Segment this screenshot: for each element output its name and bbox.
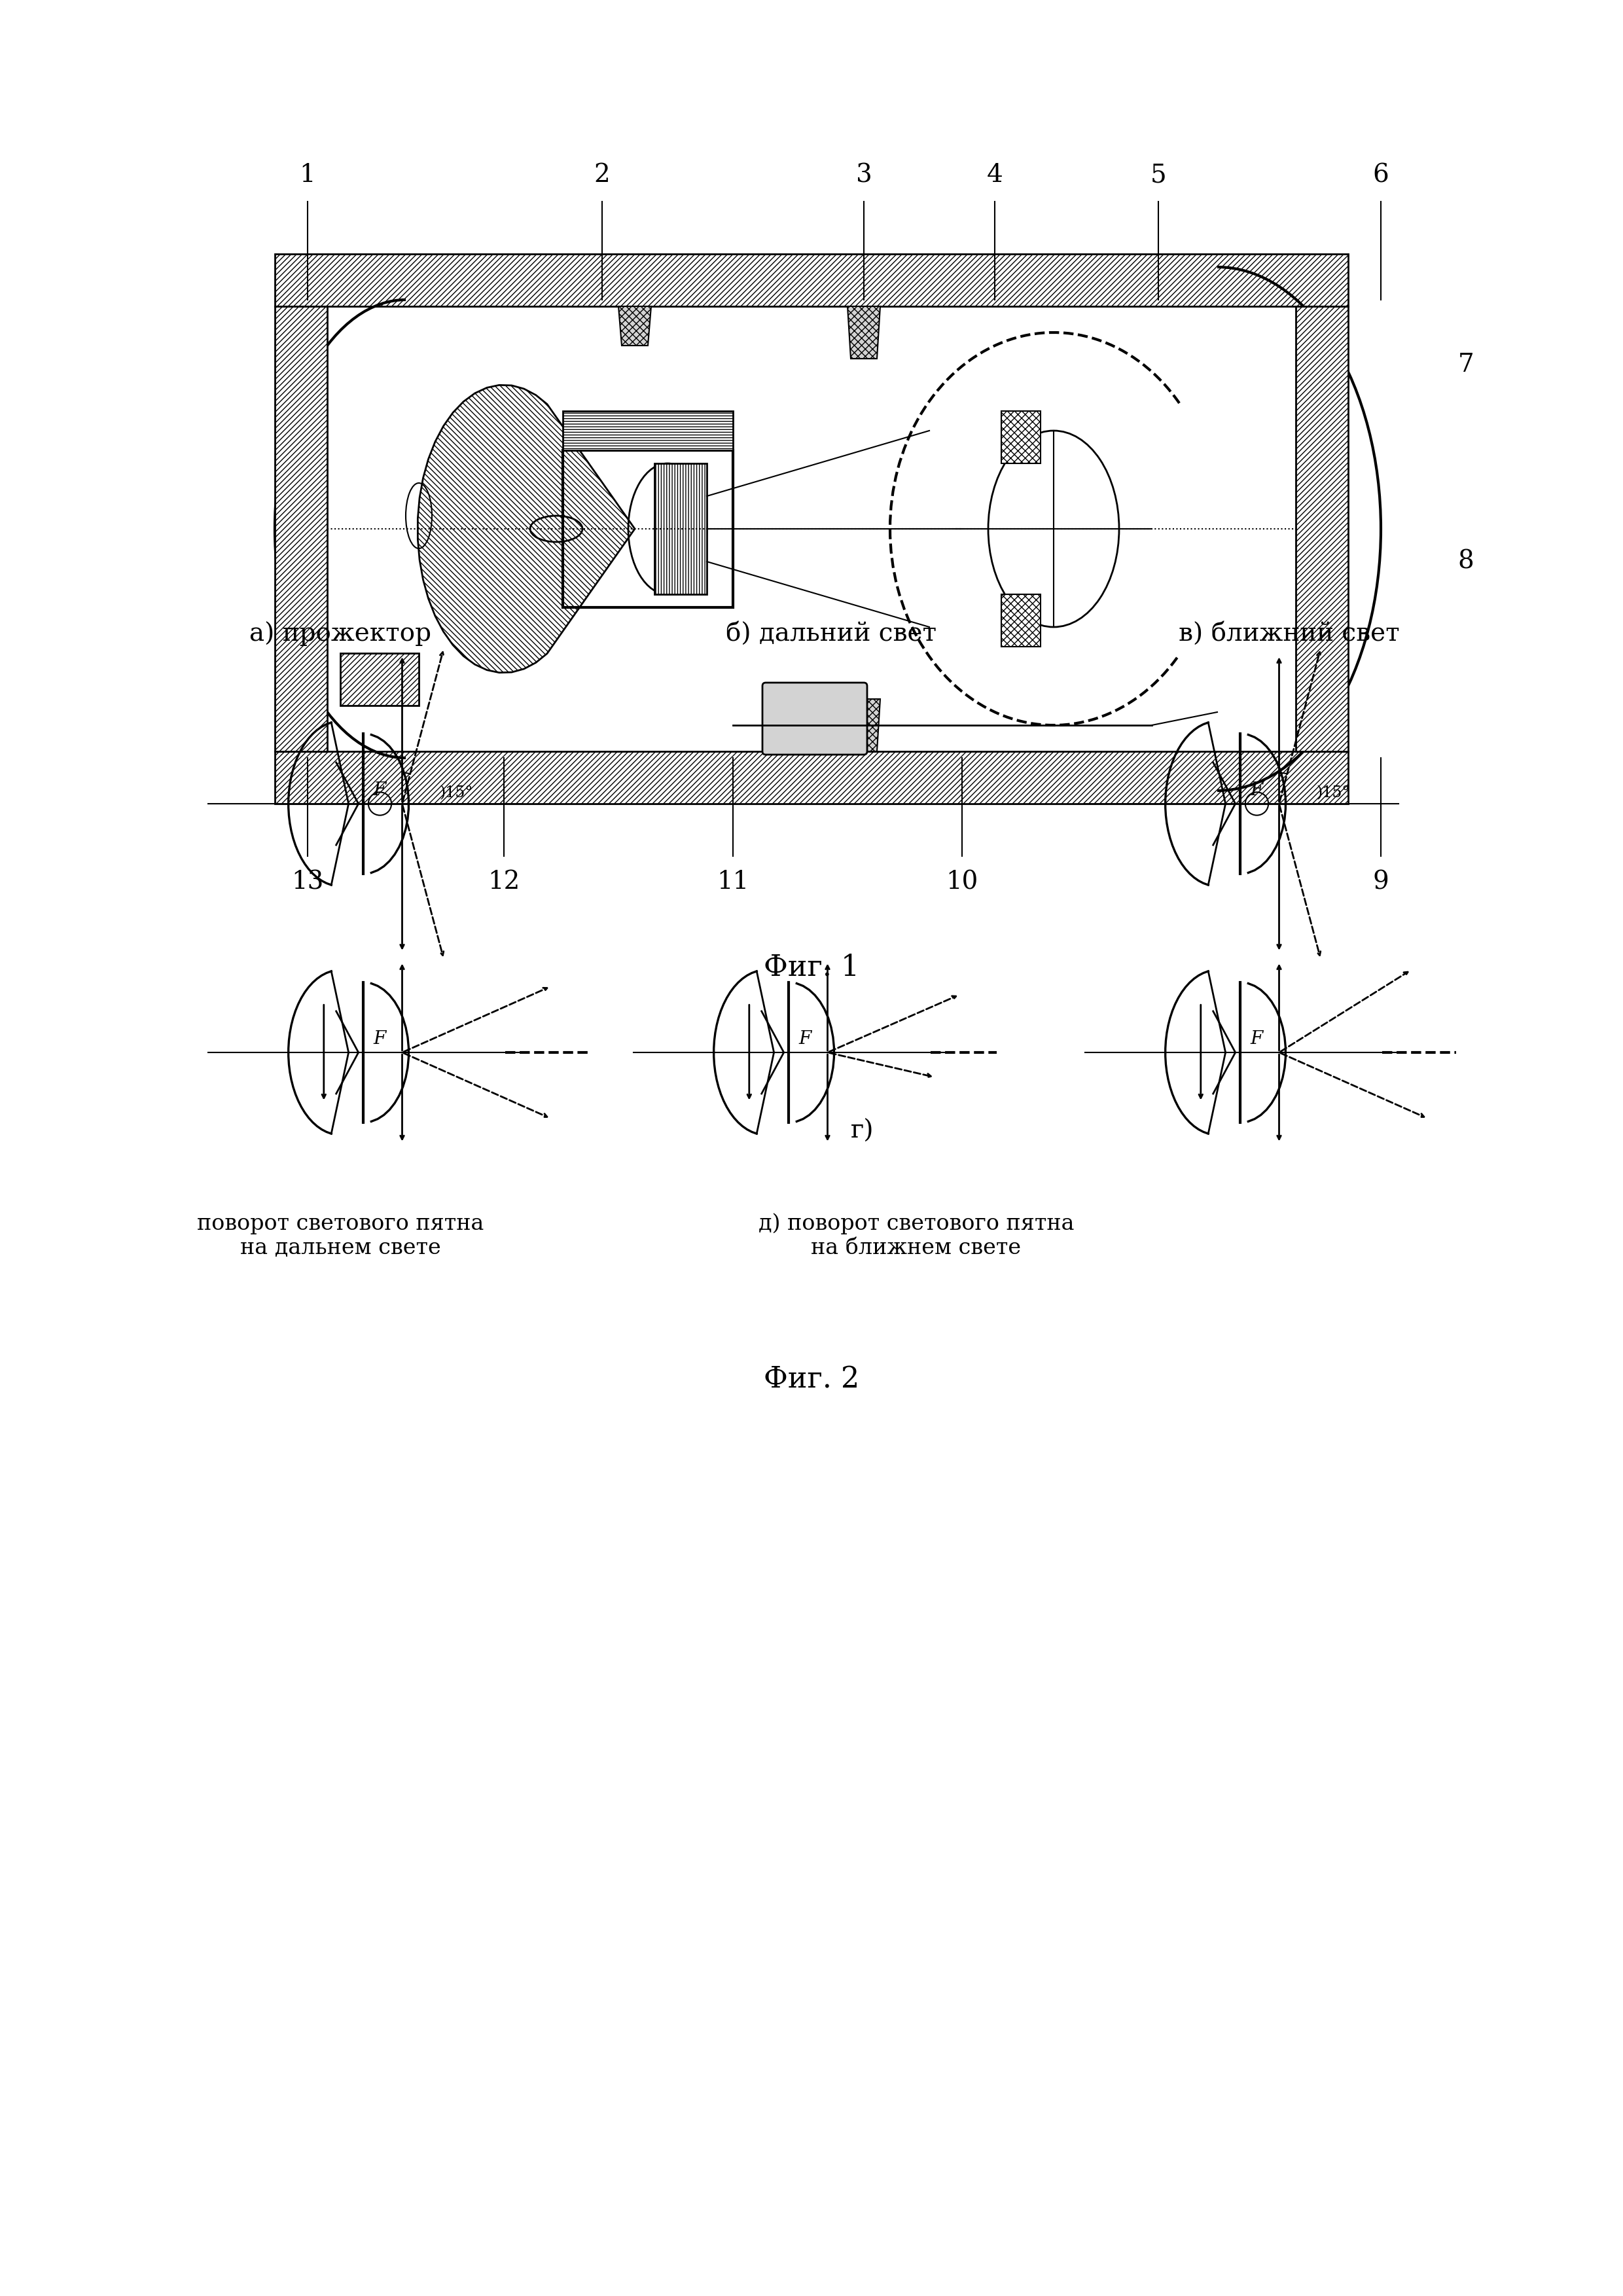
FancyBboxPatch shape: [1001, 595, 1040, 647]
Text: Фиг. 2: Фиг. 2: [764, 1366, 859, 1394]
Polygon shape: [341, 652, 419, 705]
Text: F: F: [799, 1031, 812, 1047]
Text: д) поворот светового пятна
на ближнем свете: д) поворот светового пятна на ближнем св…: [758, 1212, 1074, 1258]
Text: б) дальний свет: б) дальний свет: [725, 622, 936, 645]
Text: )15°: )15°: [1316, 785, 1350, 801]
Text: 9: 9: [1373, 870, 1389, 895]
Text: 6: 6: [1373, 163, 1389, 188]
Text: г): г): [850, 1118, 875, 1143]
Text: Фиг. 1: Фиг. 1: [764, 953, 859, 980]
Text: 1: 1: [300, 163, 315, 188]
Text: 13: 13: [292, 870, 323, 895]
Text: поворот светового пятна
на дальнем свете: поворот светового пятна на дальнем свете: [196, 1212, 484, 1258]
Text: 5: 5: [1151, 163, 1167, 188]
Text: 11: 11: [717, 870, 750, 895]
Polygon shape: [1295, 305, 1349, 751]
Polygon shape: [847, 305, 880, 358]
FancyBboxPatch shape: [763, 682, 867, 755]
Text: F: F: [373, 781, 386, 799]
Text: 10: 10: [946, 870, 979, 895]
Text: F: F: [373, 1031, 386, 1047]
Text: F: F: [1251, 781, 1263, 799]
Polygon shape: [618, 305, 651, 347]
Polygon shape: [274, 751, 1349, 804]
Polygon shape: [654, 464, 706, 595]
Polygon shape: [417, 386, 635, 673]
Text: 12: 12: [489, 870, 519, 895]
Text: в) ближний свет: в) ближний свет: [1178, 622, 1399, 645]
Text: )15°: )15°: [440, 785, 472, 801]
Text: F: F: [1251, 1031, 1263, 1047]
Text: 2: 2: [594, 163, 610, 188]
FancyBboxPatch shape: [1001, 411, 1040, 464]
Text: 8: 8: [1457, 549, 1474, 574]
Polygon shape: [274, 255, 1349, 305]
Polygon shape: [847, 698, 880, 751]
Text: 7: 7: [1457, 354, 1474, 377]
Text: а) прожектор: а) прожектор: [250, 622, 432, 645]
Text: 4: 4: [987, 163, 1003, 188]
Polygon shape: [274, 305, 328, 751]
Polygon shape: [563, 411, 734, 450]
Text: 3: 3: [855, 163, 872, 188]
